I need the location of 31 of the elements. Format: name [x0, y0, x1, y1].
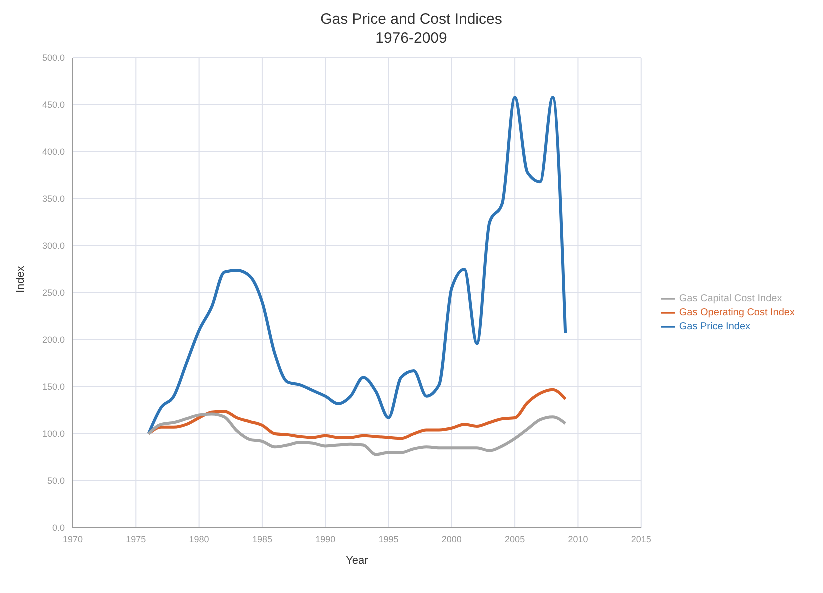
- x-tick-label: 1970: [62, 534, 84, 544]
- y-tick-label: 50.0: [47, 476, 65, 486]
- y-tick-label: 500.0: [42, 53, 65, 64]
- legend-label: Gas Price Index: [679, 322, 751, 333]
- line-series: [147, 388, 568, 440]
- x-tick-label: 2000: [442, 534, 462, 544]
- chart-subtitle: 1976-2009: [374, 29, 448, 48]
- line-series: [147, 412, 568, 456]
- legend-label: Gas Operating Cost Index: [679, 308, 795, 319]
- y-tick-label: 400.0: [42, 147, 65, 158]
- x-tick-label: 1990: [316, 534, 336, 544]
- x-axis-title: Year: [346, 555, 369, 567]
- line-series: [147, 96, 568, 436]
- x-tick-label: 1975: [126, 534, 146, 544]
- y-tick-label: 250.0: [42, 288, 65, 298]
- y-tick-label: 150.0: [42, 382, 65, 392]
- legend-label: Gas Capital Cost Index: [679, 294, 782, 305]
- x-tick-label: 2005: [505, 534, 526, 544]
- x-tick-label: 2010: [568, 534, 588, 544]
- x-tick-label: 2015: [631, 534, 652, 544]
- y-tick-label: 200.0: [42, 335, 65, 346]
- y-axis-title: Index: [14, 266, 27, 293]
- y-tick-label: 100.0: [42, 429, 65, 440]
- x-tick-label: 1980: [189, 534, 210, 544]
- x-tick-label: 1985: [252, 534, 272, 544]
- y-tick-label: 0.0: [52, 523, 65, 534]
- x-tick-label: 1995: [378, 534, 399, 544]
- chart-title: Gas Price and Cost Indices: [320, 10, 504, 29]
- y-tick-label: 450.0: [42, 100, 65, 110]
- y-tick-label: 350.0: [42, 194, 65, 204]
- y-tick-label: 300.0: [42, 241, 65, 252]
